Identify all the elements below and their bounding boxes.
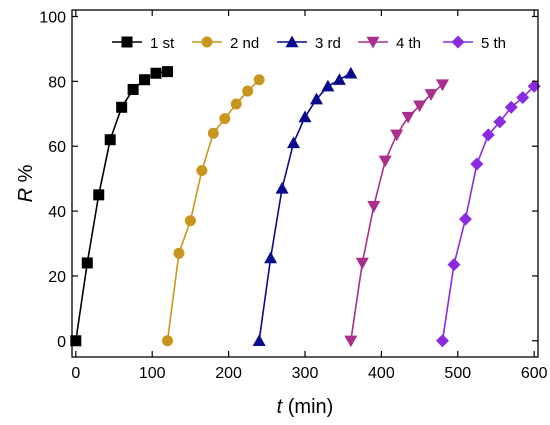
legend-item-5: 5 th (443, 35, 506, 52)
series-line (441, 85, 535, 341)
legend-item-2: 2 nd (192, 35, 259, 52)
data-point (253, 74, 265, 86)
legend-label: 2 nd (230, 35, 259, 52)
data-point (139, 74, 151, 86)
x-axis-unit: (min) (282, 396, 333, 418)
data-point (321, 79, 335, 92)
data-point (309, 92, 323, 105)
legend-marker (366, 36, 380, 49)
data-point (390, 129, 404, 142)
legend-marker (201, 36, 213, 48)
data-point (230, 98, 242, 110)
x-tick-label: 300 (292, 365, 319, 382)
legend-label: 1 st (150, 35, 175, 52)
y-axis-variable: R (15, 188, 37, 202)
data-point (493, 115, 507, 129)
legend-item-4: 4 th (358, 35, 421, 52)
data-point (207, 127, 219, 139)
x-tick-label: 500 (444, 365, 471, 382)
y-tick-label: 40 (48, 204, 66, 221)
legend-marker (451, 35, 465, 49)
series-4 (344, 79, 450, 348)
data-point (93, 189, 105, 201)
y-tick-label: 100 (39, 9, 66, 26)
y-tick-label: 80 (48, 74, 66, 91)
x-tick-label: 100 (139, 365, 166, 382)
series-2 (161, 74, 265, 347)
series-5 (436, 79, 541, 348)
y-axis-label: R % (15, 164, 37, 202)
data-point (378, 155, 392, 168)
data-point (401, 111, 415, 124)
data-point (424, 89, 438, 101)
data-point (252, 334, 266, 346)
plot-frame (71, 9, 539, 358)
legend: 1 st 2 nd 3 rd 4 th 5 th (112, 35, 506, 52)
axes: 0 100 200 300 400 500 600 0 20 40 60 80 100 (39, 9, 548, 382)
data-point (127, 83, 139, 95)
legend-label: 3 rd (315, 35, 341, 52)
data-point (436, 79, 450, 92)
data-point (161, 335, 173, 347)
data-point (413, 100, 427, 113)
legend-marker (121, 36, 133, 48)
data-point (81, 257, 93, 269)
x-tick-label: 600 (521, 365, 548, 382)
data-point (481, 128, 495, 142)
data-point (504, 100, 518, 114)
data-point (436, 334, 450, 348)
legend-item-3: 3 rd (277, 35, 341, 52)
data-point (367, 201, 381, 213)
y-tick-label: 60 (48, 139, 66, 156)
x-tick-label: 200 (215, 365, 242, 382)
data-point (150, 67, 162, 79)
x-axis-label: t (min) (277, 396, 334, 418)
data-point (332, 73, 346, 85)
legend-label: 5 th (481, 35, 506, 52)
legend-marker (285, 35, 299, 48)
data-point (447, 258, 461, 272)
x-axis-variable: t (277, 396, 284, 418)
data-point (104, 134, 116, 146)
x-tick-label: 400 (368, 365, 395, 382)
y-tick-label: 20 (48, 269, 66, 286)
data-point (161, 66, 173, 78)
data-point (116, 101, 128, 113)
series-line (166, 79, 260, 341)
data-point (264, 251, 278, 264)
data-point (219, 113, 231, 125)
y-tick-label: 0 (57, 334, 66, 351)
data-point (470, 157, 484, 171)
plot-area (70, 66, 541, 348)
data-point (298, 110, 312, 123)
data-point (355, 257, 369, 270)
data-point (173, 247, 185, 259)
data-point (287, 136, 301, 149)
data-point (516, 91, 530, 105)
x-tick-label: 0 (71, 365, 80, 382)
series-line (350, 83, 444, 341)
data-point (344, 66, 358, 79)
data-point (344, 335, 358, 348)
data-point (275, 181, 289, 194)
data-point (242, 85, 254, 97)
data-point (196, 165, 208, 177)
legend-label: 4 th (396, 35, 421, 52)
legend-item-1: 1 st (112, 35, 175, 52)
data-point (184, 215, 196, 227)
series-1 (70, 66, 173, 347)
data-point (458, 212, 472, 226)
series-3 (252, 66, 358, 346)
y-axis-unit: % (15, 164, 37, 188)
